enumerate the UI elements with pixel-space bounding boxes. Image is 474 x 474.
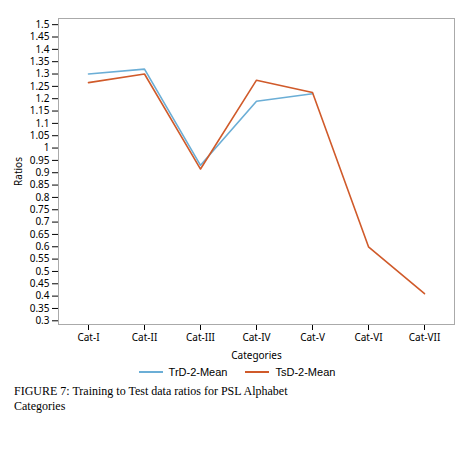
svg-text:1.1: 1.1 <box>35 116 49 130</box>
svg-text:Ratios: Ratios <box>11 157 25 186</box>
svg-text:1.2: 1.2 <box>35 91 49 105</box>
svg-text:0.65: 0.65 <box>30 227 50 241</box>
svg-text:0.3: 0.3 <box>35 313 49 327</box>
svg-text:1: 1 <box>44 140 50 154</box>
svg-text:Cat-III: Cat-III <box>186 330 215 344</box>
svg-text:1.4: 1.4 <box>35 42 49 56</box>
svg-text:Categories: Categories <box>231 348 282 362</box>
svg-text:0.6: 0.6 <box>35 239 49 253</box>
svg-text:Cat-II: Cat-II <box>132 330 158 344</box>
svg-text:Cat-V: Cat-V <box>300 330 325 344</box>
html-text:FIGURE 7: Training to Test dat: FIGURE 7: Training to Test data ratios f… <box>14 384 288 413</box>
svg-text:0.4: 0.4 <box>35 288 49 302</box>
svg-text:0.5: 0.5 <box>35 264 49 278</box>
svg-text:1.15: 1.15 <box>30 103 50 117</box>
svg-text:Cat-I: Cat-I <box>77 330 99 344</box>
svg-text:0.55: 0.55 <box>30 251 50 265</box>
svg-text:0.9: 0.9 <box>35 165 49 179</box>
svg-text:1.5: 1.5 <box>35 17 49 31</box>
html-text:TrD-2-Mean: TrD-2-Mean <box>168 366 228 378</box>
svg-text:0.8: 0.8 <box>35 190 49 204</box>
svg-text:1.45: 1.45 <box>30 29 50 43</box>
svg-text:Cat-VII: Cat-VII <box>409 330 441 344</box>
svg-text:0.85: 0.85 <box>30 177 50 191</box>
svg-text:1.3: 1.3 <box>35 66 49 80</box>
svg-text:1.25: 1.25 <box>30 79 50 93</box>
svg-text:0.75: 0.75 <box>30 202 50 216</box>
svg-text:1.05: 1.05 <box>30 128 50 142</box>
svg-text:0.95: 0.95 <box>30 153 50 167</box>
svg-text:0.7: 0.7 <box>35 214 49 228</box>
svg-text:0.35: 0.35 <box>30 301 50 315</box>
svg-text:0.45: 0.45 <box>30 276 50 290</box>
html-text:TsD-2-Mean: TsD-2-Mean <box>275 366 336 378</box>
svg-text:1.35: 1.35 <box>30 54 50 68</box>
svg-text:Cat-VI: Cat-VI <box>354 330 382 344</box>
svg-text:Cat-IV: Cat-IV <box>242 330 270 344</box>
